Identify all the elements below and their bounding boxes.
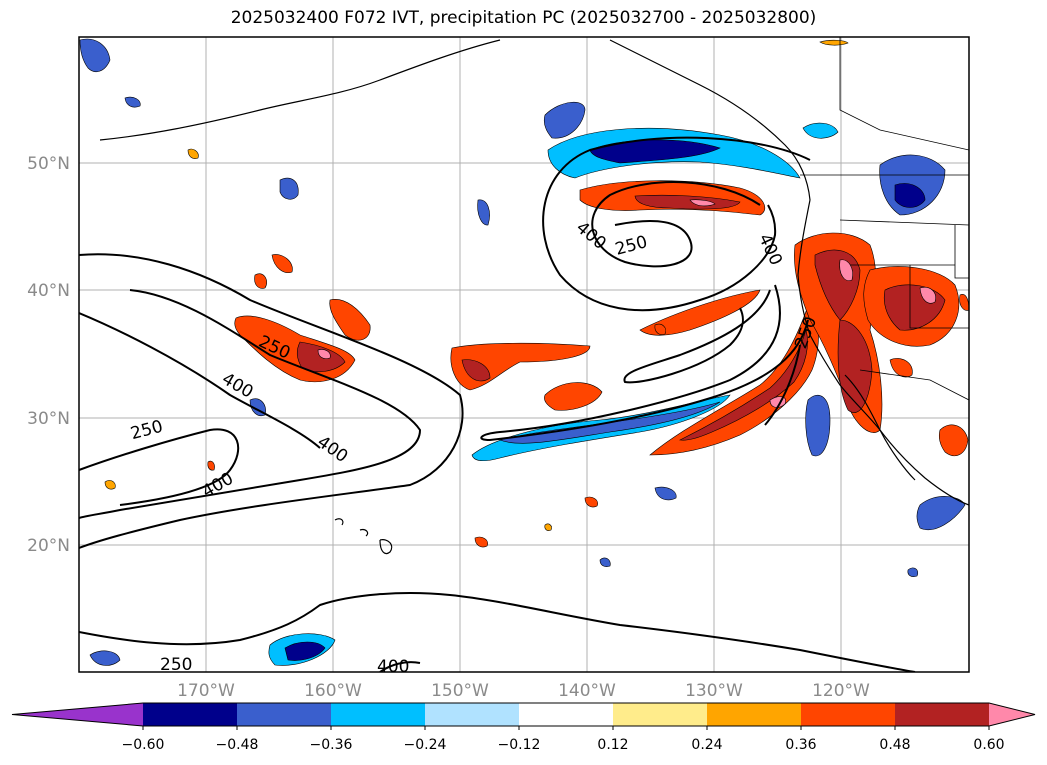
ivt-contour-west-lower [79, 428, 240, 506]
colorbar: −0.60 −0.48 −0.36 −0.24 −0.12 0.12 0.24 0.36 0.4… [11, 702, 1036, 753]
colorbar-segment [519, 703, 614, 726]
north-america-coast [797, 199, 969, 506]
lon-label: 140°W [558, 681, 616, 701]
colorbar-tick-label: −0.36 [310, 737, 353, 753]
ivt-contour-west-inner [79, 289, 422, 519]
positive-precip-anomalies [104, 39, 969, 548]
lat-label: 20°N [27, 536, 70, 556]
colorbar-tick-label: 0.36 [785, 737, 816, 753]
colorbar-tick-label: −0.60 [122, 737, 165, 753]
ivt-contour-coast [764, 344, 801, 426]
hawaii [334, 518, 393, 555]
colorbar-tick-label: −0.48 [216, 737, 259, 753]
colorbar-extend-max [989, 703, 1035, 726]
ivt-contour-south [79, 592, 916, 672]
ivt-contour-gyre-400 [542, 136, 811, 312]
map-frame [78, 36, 970, 673]
colorbar-segment [895, 703, 990, 726]
lon-label: 170°W [177, 681, 235, 701]
colorbar-segment [707, 703, 802, 726]
lon-label: 130°W [685, 681, 743, 701]
ivt-contour-gyre-250 [591, 181, 761, 268]
colorbar-segment [237, 703, 332, 726]
colorbar-tick-label: 0.24 [691, 737, 722, 753]
ivt-contour-river-inner [623, 289, 771, 384]
map-title: 2025032400 F072 IVT, precipitation PC (2… [230, 8, 817, 28]
lon-label: 160°W [304, 681, 362, 701]
colorbar-extend-min [12, 703, 143, 726]
lat-label: 50°N [27, 154, 70, 174]
lon-label: 120°W [812, 681, 870, 701]
colorbar-tick-label: −0.24 [404, 737, 447, 753]
lat-label: 30°N [27, 409, 70, 429]
baja-california [844, 374, 916, 481]
alaska-coast [99, 39, 501, 141]
map-plot-area: 250 400 400 250 250 400 250 400 400 250 … [79, 37, 969, 677]
longitude-labels: 170°W 160°W 150°W 140°W 130°W 120°W [177, 681, 870, 701]
ivt-contour-west-400 [79, 312, 321, 449]
colorbar-segment [801, 703, 896, 726]
colorbar-segment [425, 703, 520, 726]
ivt-contour-west-outer [79, 253, 464, 549]
colorbar-segment [331, 703, 426, 726]
contour-label-250: 250 [160, 655, 192, 675]
coastlines [99, 39, 969, 555]
colorbar-tick-label: 0.60 [973, 737, 1004, 753]
colorbar-segment [143, 703, 238, 726]
colorbar-tick-label: 0.12 [597, 737, 628, 753]
ivt-contours [79, 136, 916, 672]
ivt-contour-river-outer [480, 284, 809, 442]
lon-label: 150°W [431, 681, 489, 701]
colorbar-tick-label: −0.12 [498, 737, 541, 753]
lat-label: 40°N [27, 281, 70, 301]
colorbar-segment [613, 703, 708, 726]
ivt-contour-south-inner [379, 661, 421, 672]
latitude-labels: 50°N 40°N 30°N 20°N [27, 154, 70, 556]
colorbar-tick-label: 0.48 [879, 737, 910, 753]
contour-label-400: 400 [377, 657, 409, 677]
political-borders [800, 37, 969, 401]
